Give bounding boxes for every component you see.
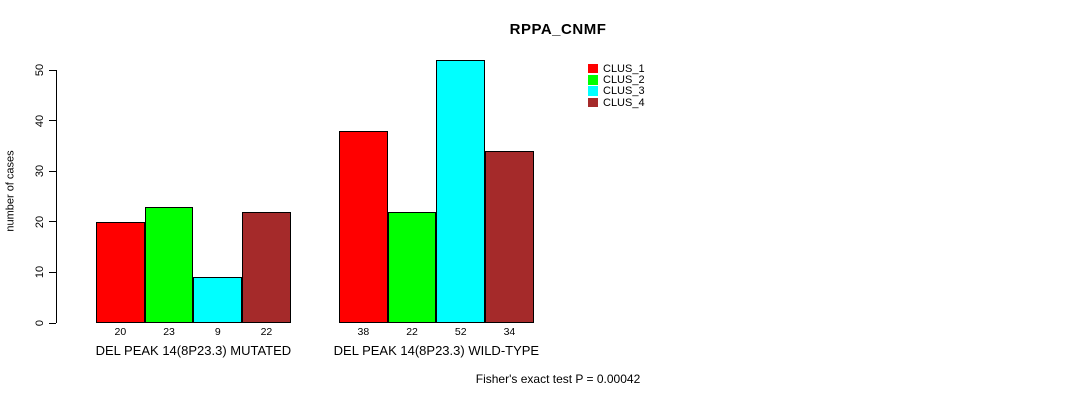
y-tick-label: 30 [30,161,50,181]
bar-clus_3-group1 [193,277,243,323]
bar-clus_4-group2 [485,150,534,323]
legend-label: CLUS_1 [603,62,645,75]
bar-value-label: 22 [260,326,273,338]
legend-swatch-icon [588,63,598,74]
y-tick-label: 20 [30,212,50,232]
y-axis-label-text: number of cases [4,150,17,232]
y-tick-label-text: 0 [34,319,46,327]
y-tick [49,271,56,273]
legend-label: CLUS_2 [603,73,645,86]
y-axis-line [56,70,57,323]
bar-clus_4-group1 [242,211,291,323]
bar-clus_1-group2 [339,130,388,323]
bar-clus_1-group1 [96,221,145,323]
y-axis-label: number of cases [0,150,81,231]
legend-item: CLUS_2 [588,73,645,86]
legend-swatch-icon [588,75,598,85]
bar-clus_3-group2 [436,59,486,323]
fisher-test-note: Fisher's exact test P = 0.00042 [475,372,641,386]
y-tick-label: 40 [30,111,50,131]
y-tick [49,69,56,71]
y-tick-label-text: 20 [34,215,46,228]
y-tick-label: 10 [30,262,50,282]
group-label: DEL PEAK 14(8P23.3) WILD-TYPE [333,343,540,358]
chart-title: RPPA_CNMF [509,21,607,38]
bar-clus_2-group1 [144,206,194,323]
legend-swatch-icon [588,86,598,96]
legend: CLUS_1 CLUS_2 CLUS_3 CLUS_4 [588,62,645,109]
y-tick-label-text: 30 [34,165,46,178]
legend-label: CLUS_3 [603,85,645,98]
bar-value-label: 22 [406,326,418,338]
y-tick-label-text: 10 [34,266,46,279]
bar-value-label: 23 [163,326,175,338]
y-tick [49,120,56,122]
group-label: DEL PEAK 14(8P23.3) MUTATED [95,343,292,358]
bar-value-label: 38 [357,326,370,338]
bar-clus_2-group2 [387,211,437,323]
y-tick-label: 50 [30,60,50,80]
legend-label: CLUS_4 [603,96,645,109]
legend-item: CLUS_1 [588,62,645,75]
y-tick-label-text: 50 [34,63,46,77]
y-tick-label: 0 [30,313,50,333]
legend-item: CLUS_3 [588,85,645,98]
y-tick [49,221,56,223]
bar-value-label: 34 [503,326,516,338]
y-tick-label-text: 40 [34,114,46,127]
legend-swatch-icon [588,97,598,108]
bar-value-label: 52 [454,326,467,338]
bar-value-label: 20 [114,326,127,338]
y-tick [49,170,56,172]
y-tick [49,322,56,324]
legend-item: CLUS_4 [588,96,645,109]
bar-value-label: 9 [214,326,221,338]
